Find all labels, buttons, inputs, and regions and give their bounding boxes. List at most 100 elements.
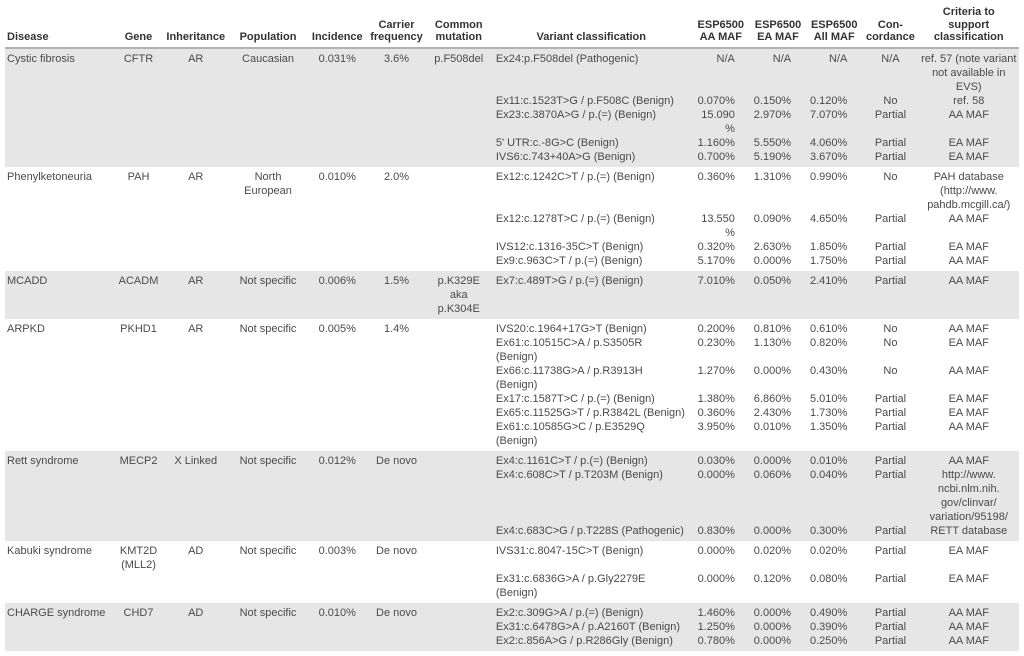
table-row: CHARGE syndrome CHD7 AD Not specific 0.010% D… — [5, 602, 1019, 651]
concordance-value: No — [862, 93, 919, 108]
criteria-value: AA MAF — [948, 364, 989, 377]
aa-maf-value: 0.200% — [697, 322, 735, 335]
aa-maf-value: 0.000% — [697, 544, 735, 557]
all-maf-value: 0.250% — [806, 633, 863, 651]
aa-maf-value: 0.230% — [697, 336, 735, 349]
population-value: Not specific — [227, 602, 309, 651]
ea-maf-value: 0.000% — [749, 602, 807, 620]
table-row: Ex4:c.608C>T / p.T203M (Benign) 0.000% 0.0… — [5, 467, 1019, 524]
variant-classification-value — [491, 558, 692, 572]
concordance-value: Partial — [874, 420, 907, 433]
variant-classification-value: Ex9:c.963C>T / p.(=) (Benign) — [495, 254, 643, 267]
concordance-value: Partial — [862, 450, 919, 468]
variant-classification-value: Ex4:c.608C>T / p.T203M (Benign) — [490, 467, 692, 524]
ea-maf-value: 2.430% — [753, 406, 792, 419]
all-maf-value: 2.410% — [806, 270, 863, 319]
aa-maf-value: 3.950% — [697, 420, 735, 433]
all-maf-value: 0.430% — [810, 364, 848, 377]
ea-maf-value: 0.090% — [753, 212, 792, 225]
column-header-carrier-frequency: Carrier frequency — [366, 6, 427, 49]
all-maf-value: 0.120% — [806, 93, 863, 108]
ea-maf-value: 1.080% — [750, 651, 806, 656]
incidence-value: 0.006% — [308, 270, 367, 319]
ea-maf-value: 1.310% — [753, 170, 792, 183]
aa-maf-value: 0.320% — [697, 240, 735, 253]
table-row: Ex65:c.11525G>T / p.R3842L (Benign) 0.360… — [5, 406, 1019, 420]
table-row: Ex2:c.856A>G / p.R286Gly (Benign) 0.780% 0… — [5, 633, 1019, 651]
column-header-inheritance: Inheritance — [163, 6, 228, 49]
disease-name: Kabuki syndrome — [7, 544, 92, 557]
incidence-value: 0.010% — [308, 602, 367, 651]
criteria-value: PAH database (http://www. pahdb.mcgill.c… — [927, 170, 1011, 211]
criteria-value: AA MAF — [918, 633, 1019, 651]
carrier-frequency-value: 1.5% — [366, 270, 427, 319]
population-value: Not specific — [227, 270, 309, 319]
ea-maf-value: 0.120% — [753, 572, 792, 585]
aa-maf-value: 0.780% — [691, 633, 750, 651]
column-header-population: Population — [227, 6, 309, 49]
ea-maf-value: 0.010% — [753, 420, 792, 433]
aa-maf-value: 1.270% — [697, 364, 735, 377]
aa-maf-value: 0.830% — [691, 523, 750, 541]
column-header-incidence: Incidence — [308, 6, 367, 49]
concordance-value: Partial — [862, 149, 919, 167]
ea-maf-value: 0.000% — [749, 619, 807, 634]
ea-maf-value: 5.550% — [749, 135, 807, 150]
gene-name: GJB2 — [113, 651, 163, 656]
gene-name: CHD7 — [113, 602, 164, 651]
variant-classification-table: Disease Gene Inheritance Population Inci… — [5, 6, 1019, 656]
ea-maf-value: 0.000% — [749, 523, 807, 541]
all-maf-value: 1.350% — [810, 420, 848, 433]
criteria-value: EA MAF — [948, 392, 989, 405]
column-header-gene: Gene — [113, 6, 164, 49]
concordance-value: Partial — [862, 135, 919, 150]
column-header-common-mutation: Common mutation — [426, 6, 491, 49]
table-row: Ex17:c.1587T>C / p.(=) (Benign) 1.380% 6.8… — [5, 392, 1019, 406]
inheritance-value: AD — [188, 544, 204, 557]
criteria-value: RETT database — [918, 523, 1019, 541]
common-mutation-value: c.35delG — [427, 651, 491, 656]
column-header-criteria: Criteria to support classification — [918, 6, 1019, 49]
all-maf-value: 0.820% — [810, 336, 848, 349]
concordance-value: Partial — [862, 619, 919, 634]
ea-maf-value: 1.130% — [753, 336, 792, 349]
concordance-value: No — [883, 364, 898, 377]
table-row: ARPKD PKHD1 AR Not specific 0.005% 1.4% IVS20:… — [5, 319, 1019, 336]
concordance-value: Partial — [874, 254, 907, 267]
aa-maf-value: N/A — [691, 47, 750, 94]
inheritance-value: AR — [163, 270, 228, 319]
ea-maf-value: 0.050% — [749, 270, 807, 319]
disease-name: Rett syndrome — [5, 450, 114, 541]
disease-name: MCADD — [5, 270, 114, 319]
concordance-value: No — [862, 651, 918, 656]
ea-maf-value: 0.000% — [749, 450, 807, 468]
concordance-value: Partial — [862, 107, 919, 136]
common-mutation-value — [426, 450, 491, 541]
aa-maf-value: 1.160% — [691, 135, 750, 150]
all-maf-value: 3.670% — [806, 149, 863, 167]
table-row: 5' UTR:c.-8G>C (Benign) 1.160% 5.550% 4.060… — [5, 135, 1019, 150]
ea-maf-value — [750, 558, 806, 572]
table-row: Ex61:c.10585G>C / p.E3529Q (Benign) 3.950… — [5, 420, 1019, 451]
disease-name: ARPKD — [7, 322, 45, 335]
variant-classification-value: Ex24:p.F508del (Pathogenic) — [490, 47, 692, 94]
incidence-value: 0.031% — [308, 47, 367, 167]
column-header-esp6500-ea-maf: ESP6500 EA MAF — [749, 6, 807, 49]
disease-name: GJB2 associated hearing loss — [5, 651, 113, 656]
incidence-value: 0.003% — [318, 544, 356, 557]
variant-classification-value: Ex31:c.6478G>A / p.A2160T (Benign) — [490, 619, 692, 634]
table-row: Phenylketoneuria PAH AR North European 0.010… — [5, 167, 1019, 212]
all-maf-value: 0.490% — [806, 602, 863, 620]
variant-classification-value: Ex4:c.683C>G / p.T228S (Pathogenic) — [490, 523, 692, 541]
criteria-value: AA MAF — [918, 270, 1019, 319]
criteria-value: AA MAF — [948, 322, 989, 335]
criteria-value: EA MAF — [948, 406, 989, 419]
column-header-disease: Disease — [5, 6, 114, 49]
aa-maf-value: 0.090% — [692, 651, 750, 656]
gene-name: KMT2D (MLL2) — [119, 544, 158, 571]
concordance-value: Partial — [862, 633, 919, 651]
table-row: Ex66:c.11738G>A / p.R3913H (Benign) 1.270… — [5, 364, 1019, 392]
concordance-value: Partial — [862, 270, 919, 319]
common-mutation-value: p.K329E aka p.K304E — [426, 270, 491, 319]
